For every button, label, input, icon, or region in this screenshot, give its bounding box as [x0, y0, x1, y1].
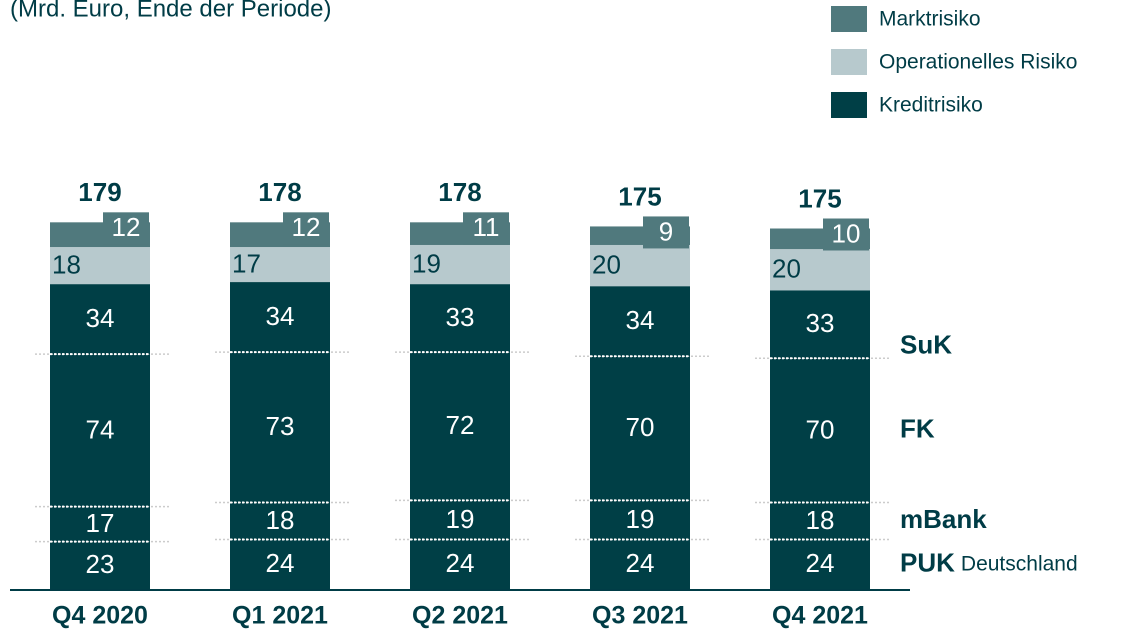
value-label: 34	[266, 301, 295, 331]
value-label: 24	[806, 548, 835, 578]
value-label: 12	[112, 212, 141, 242]
value-label: 18	[266, 505, 295, 535]
total-label: 179	[78, 177, 121, 207]
value-label: 11	[473, 212, 500, 242]
bar-segment	[50, 247, 150, 285]
value-label: 9	[659, 216, 673, 246]
value-label: 19	[412, 248, 441, 278]
bar-segment	[410, 284, 510, 353]
x-tick-label: Q2 2021	[412, 602, 508, 630]
bar-segment	[50, 506, 150, 542]
legend-swatch	[831, 49, 867, 75]
x-tick-label: Q4 2021	[772, 602, 868, 630]
value-label: 18	[806, 505, 835, 535]
legend-label: Marktrisiko	[879, 8, 981, 31]
value-label: 70	[806, 414, 835, 444]
bar-segment	[230, 502, 330, 540]
legend-label: Operationelles Risiko	[879, 51, 1077, 74]
segment-label: FK	[900, 413, 935, 443]
value-label: 20	[592, 249, 621, 279]
value-label: 20	[772, 254, 801, 284]
value-label: 19	[446, 504, 475, 534]
value-label-box	[103, 212, 149, 245]
value-label: 74	[86, 414, 115, 444]
value-label-box	[463, 212, 509, 245]
bar-segment	[590, 286, 690, 357]
value-label: 73	[266, 411, 295, 441]
bar-segment	[50, 541, 150, 589]
legend-swatch	[831, 92, 867, 118]
value-label: 72	[446, 410, 475, 440]
value-label-box	[283, 212, 329, 245]
value-label: 24	[626, 548, 655, 578]
value-label: 34	[86, 303, 115, 333]
bar-segment	[230, 539, 330, 589]
segment-name: mBank	[900, 504, 987, 534]
value-label: 10	[832, 218, 861, 248]
bar-segment	[50, 354, 150, 507]
bar-segment	[230, 282, 330, 353]
value-label: 17	[232, 248, 261, 278]
bar-segment	[230, 247, 330, 283]
bar-segment	[770, 358, 870, 503]
value-label: 33	[446, 302, 475, 332]
bar-segment	[230, 352, 330, 503]
value-label-box	[643, 216, 689, 249]
bar-segment	[590, 539, 690, 589]
legend-swatch	[831, 6, 867, 32]
total-label: 178	[438, 177, 481, 207]
bar-segment	[410, 244, 510, 285]
total-label: 175	[798, 183, 841, 213]
bar-segment	[590, 356, 690, 501]
chart-subtitle: (Mrd. Euro, Ende der Periode)	[10, 0, 331, 22]
bar-segment	[590, 500, 690, 540]
bar-segment	[590, 244, 690, 287]
value-label: 23	[86, 549, 115, 579]
value-label: 24	[266, 548, 295, 578]
value-label: 12	[292, 212, 321, 242]
bar-segment	[410, 352, 510, 501]
x-tick-label: Q3 2021	[592, 602, 688, 630]
value-label-box	[823, 218, 869, 251]
total-label: 175	[618, 181, 661, 211]
segment-note: Deutschland	[961, 552, 1078, 575]
segment-name: PUK	[900, 547, 955, 577]
bar-segment	[410, 500, 510, 540]
x-tick-label: Q4 2020	[52, 602, 148, 630]
value-label: 18	[52, 249, 81, 279]
bar-segment	[770, 539, 870, 589]
x-tick-label: Q1 2021	[232, 602, 328, 630]
segment-label: mBank	[900, 504, 987, 534]
value-label: 70	[626, 412, 655, 442]
total-label: 178	[258, 177, 301, 207]
legend-label: Kreditrisiko	[879, 94, 983, 117]
bar-segment	[770, 249, 870, 291]
value-label: 19	[626, 504, 655, 534]
value-label: 17	[86, 508, 115, 538]
bar-segment	[50, 284, 150, 355]
segment-label: SuK	[900, 329, 952, 359]
value-label: 24	[446, 548, 475, 578]
value-label: 34	[626, 305, 655, 335]
bar-segment	[410, 539, 510, 589]
segment-name: SuK	[900, 329, 952, 359]
bar-segment	[770, 290, 870, 359]
segment-label: PUK Deutschland	[900, 547, 1078, 577]
value-label: 33	[806, 308, 835, 338]
bar-segment	[770, 502, 870, 540]
segment-name: FK	[900, 413, 935, 443]
